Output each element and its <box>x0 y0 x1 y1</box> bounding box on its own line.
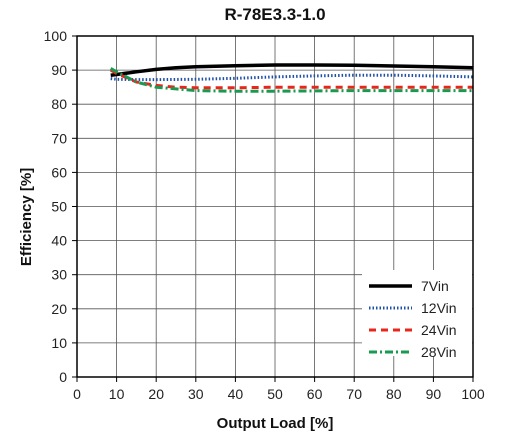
x-tick-label: 30 <box>188 386 204 402</box>
y-tick-label: 40 <box>51 233 67 249</box>
axis-ticks: 0 10 20 30 40 50 60 70 80 90 100 0 10 20 30 40 50 60 70 80 9… <box>44 28 485 402</box>
y-tick-label: 70 <box>51 130 67 146</box>
x-tick-label: 60 <box>307 386 323 402</box>
x-tick-label: 10 <box>109 386 125 402</box>
y-tick-label: 0 <box>59 369 67 385</box>
series-layer <box>109 63 474 93</box>
x-axis-label: Output Load [%] <box>217 415 334 432</box>
y-tick-label: 20 <box>51 301 67 317</box>
legend-label: 24Vin <box>421 322 457 338</box>
chart-title: R-78E3.3-1.0 <box>224 5 325 24</box>
y-tick-label: 30 <box>51 267 67 283</box>
series-line-7vin <box>110 63 474 77</box>
legend-label: 28Vin <box>421 344 457 360</box>
y-tick-label: 10 <box>51 335 67 351</box>
y-tick-label: 80 <box>51 96 67 112</box>
y-tick-label: 60 <box>51 164 67 180</box>
y-tick-label: 100 <box>44 28 68 44</box>
legend-label: 7Vin <box>421 278 449 294</box>
y-tick-label: 90 <box>51 62 67 78</box>
x-tick-label: 70 <box>346 386 362 402</box>
x-tick-label: 0 <box>73 386 81 402</box>
x-tick-label: 40 <box>228 386 244 402</box>
x-tick-label: 50 <box>267 386 283 402</box>
x-tick-label: 100 <box>461 386 485 402</box>
y-axis-label: Efficiency [%] <box>18 168 35 266</box>
series-line-28vin <box>109 67 473 93</box>
grid <box>77 36 473 377</box>
y-tick-label: 50 <box>51 199 67 215</box>
legend-label: 12Vin <box>421 300 457 316</box>
x-tick-label: 80 <box>386 386 402 402</box>
x-tick-label: 90 <box>426 386 442 402</box>
series-line-12vin <box>110 73 474 82</box>
legend: 7Vin 12Vin 24Vin 28Vin <box>362 270 472 360</box>
x-tick-label: 20 <box>148 386 164 402</box>
series-line-24vin <box>109 68 473 90</box>
